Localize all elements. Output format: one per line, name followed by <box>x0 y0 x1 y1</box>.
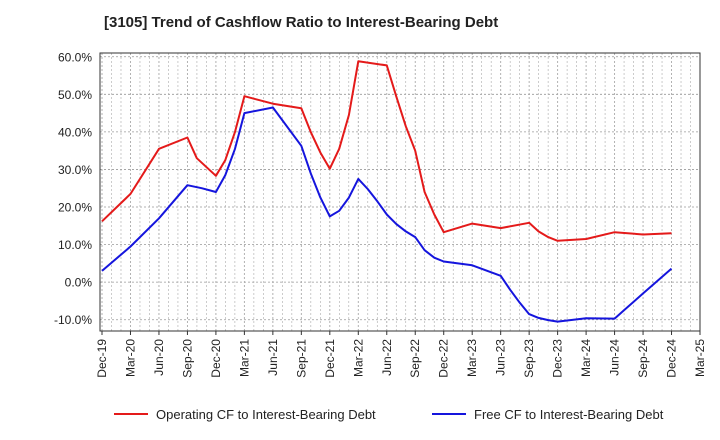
x-tick-label: Sep-20 <box>180 339 194 378</box>
x-tick-label: Sep-24 <box>636 339 650 378</box>
legend-label: Free CF to Interest-Bearing Debt <box>474 407 664 422</box>
x-tick-label: Sep-22 <box>408 339 422 378</box>
x-tick-label: Jun-22 <box>380 339 394 376</box>
x-tick-label: Sep-21 <box>294 339 308 378</box>
legend-label: Operating CF to Interest-Bearing Debt <box>156 407 376 422</box>
y-tick-label: 10.0% <box>58 238 92 252</box>
x-tick-label: Dec-20 <box>209 339 223 378</box>
y-tick-label: 0.0% <box>65 276 93 290</box>
x-tick-label: Jun-24 <box>608 339 622 376</box>
x-tick-label: Mar-21 <box>237 339 251 377</box>
x-tick-label: Jun-21 <box>266 339 280 376</box>
y-tick-label: 20.0% <box>58 201 92 215</box>
series-line-2 <box>101 106 673 323</box>
x-tick-label: Mar-20 <box>123 339 137 377</box>
x-tick-label: Mar-23 <box>465 339 479 377</box>
x-tick-label: Mar-24 <box>579 339 593 377</box>
x-tick-label: Dec-23 <box>551 339 565 378</box>
x-tick-label: Jun-20 <box>152 339 166 376</box>
series-line-1 <box>101 60 672 242</box>
y-tick-label: 60.0% <box>58 50 92 64</box>
x-tick-label: Dec-24 <box>665 339 679 378</box>
x-tick-label: Dec-22 <box>437 339 451 378</box>
grid-layer <box>100 53 700 331</box>
chart-title: [3105] Trend of Cashflow Ratio to Intere… <box>104 14 499 31</box>
series-layer <box>101 60 673 323</box>
y-tick-label: 30.0% <box>58 163 92 177</box>
x-tick-label: Sep-23 <box>522 339 536 378</box>
y-tick-label: 50.0% <box>58 88 92 102</box>
x-tick-label: Dec-19 <box>95 339 109 378</box>
x-tick-label: Mar-22 <box>351 339 365 377</box>
x-tick-label: Dec-21 <box>323 339 337 378</box>
y-tick-label: -10.0% <box>54 313 92 327</box>
plot-frame <box>99 52 701 332</box>
y-tick-label: 40.0% <box>58 125 92 139</box>
legend: Operating CF to Interest-Bearing Debt Fre… <box>114 407 664 422</box>
axis-layer: 60.0% 50.0% 40.0% 30.0% 20.0% 10.0% 0.0% -10.0%… <box>54 50 707 377</box>
x-tick-label: Mar-25 <box>693 339 707 377</box>
x-tick-label: Jun-23 <box>494 339 508 376</box>
